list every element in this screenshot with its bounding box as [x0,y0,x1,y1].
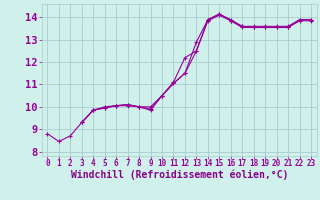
X-axis label: Windchill (Refroidissement éolien,°C): Windchill (Refroidissement éolien,°C) [70,169,288,180]
